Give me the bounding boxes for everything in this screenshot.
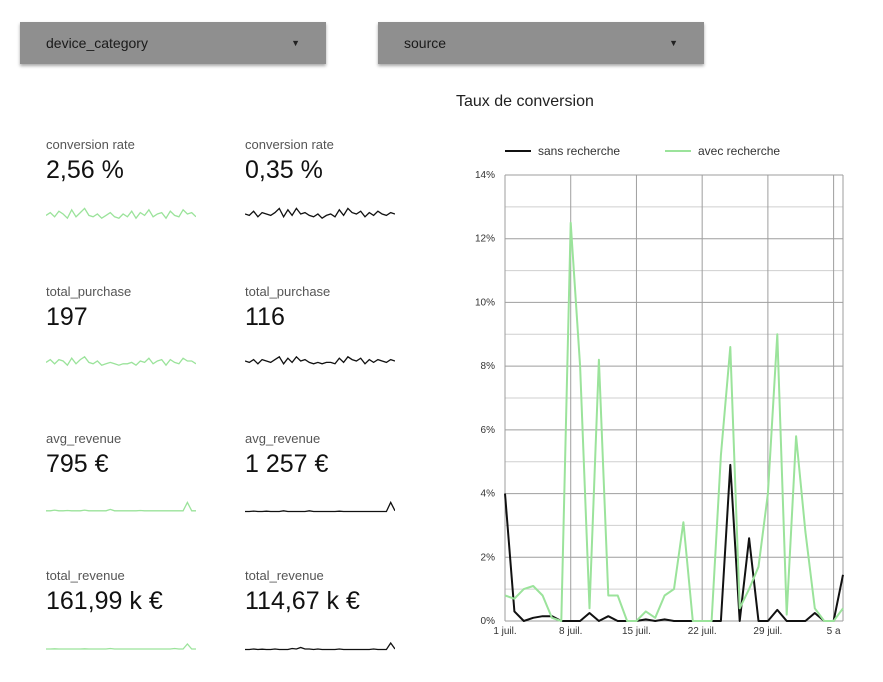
scorecard-label: conversion rate (46, 137, 135, 152)
scorecard-value: 0,35 % (245, 156, 323, 184)
scorecard-value: 116 (245, 303, 285, 331)
y-tick-label: 12% (475, 234, 495, 245)
sparkline-line (245, 641, 395, 651)
scorecard-value: 2,56 % (46, 156, 124, 184)
conversion-line-chart: 0% 2% 4% 6% 8% 10% 12% 14% 1 juil. 8 juil. 15 juil… (475, 144, 844, 637)
x-tick-label: 29 juil. (753, 626, 782, 637)
scorecard-label: conversion rate (245, 137, 334, 152)
scorecard-value: 114,67 k € (245, 587, 360, 615)
scorecard-label: total_purchase (46, 284, 132, 299)
sparkline-chart (46, 643, 196, 650)
y-tick-label: 2% (481, 552, 496, 563)
sparkline-chart (245, 641, 395, 651)
y-tick-label: 14% (475, 170, 495, 181)
scorecard-avg-revenue-b: avg_revenue 1 257 € (245, 431, 415, 513)
sparkline-line (46, 643, 196, 650)
x-tick-label: 1 juil. (493, 626, 516, 637)
y-tick-label: 4% (481, 489, 496, 500)
x-tick-label: 8 juil. (559, 626, 582, 637)
scorecard-label: total_revenue (245, 568, 324, 583)
x-tick-label: 15 juil. (622, 626, 651, 637)
device-category-label: device_category (46, 35, 148, 51)
x-tick-label: 22 juil. (688, 626, 717, 637)
caret-down-icon: ▼ (669, 38, 678, 48)
scorecard-label: total_purchase (245, 284, 331, 299)
scorecard-label: avg_revenue (46, 431, 122, 446)
scorecard-total-revenue-a: total_revenue 161,99 k € (46, 568, 216, 650)
source-dropdown[interactable]: source ▼ (378, 22, 704, 64)
scorecard-value: 197 (46, 303, 88, 331)
chart-legend: sans recherche avec recherche (505, 144, 780, 158)
scorecard-label: avg_revenue (245, 431, 321, 446)
sparkline-chart (245, 500, 395, 513)
scorecard-total-revenue-b: total_revenue 114,67 k € (245, 568, 415, 651)
scorecard-avg-revenue-a: avg_revenue 795 € (46, 431, 216, 512)
scorecard-value: 1 257 € (245, 450, 329, 478)
y-tick-label: 0% (481, 616, 496, 627)
scorecard-value: 161,99 k € (46, 587, 163, 615)
sparkline-chart (46, 207, 196, 220)
scorecard-value: 795 € (46, 450, 109, 478)
source-label: source (404, 35, 447, 51)
series-line-sans-recherche (504, 463, 844, 622)
y-tick-label: 6% (481, 425, 496, 436)
sparkline-chart (245, 207, 395, 220)
sparkline-chart (46, 500, 196, 512)
chart-title: Taux de conversion (456, 93, 594, 110)
series-line-avec-recherche (504, 221, 844, 622)
sparkline-line (46, 500, 196, 512)
sparkline-line (245, 355, 395, 365)
sparkline-line (245, 500, 395, 513)
y-tick-label: 8% (481, 361, 496, 372)
sparkline-line (245, 207, 395, 220)
scorecard-total-purchase-a: total_purchase 197 (46, 284, 216, 367)
y-tick-label: 10% (475, 297, 495, 308)
caret-down-icon: ▼ (291, 38, 300, 48)
sparkline-chart (46, 355, 196, 367)
x-tick-label: 5 a (827, 626, 841, 637)
sparkline-line (46, 207, 196, 220)
sparkline-chart (245, 355, 395, 365)
scorecard-label: total_revenue (46, 568, 125, 583)
chart-grid (504, 174, 844, 622)
scorecard-conversion-rate-b: conversion rate 0,35 % (245, 137, 415, 220)
legend-label: sans recherche (538, 144, 620, 158)
sparkline-line (46, 355, 196, 367)
scorecard-conversion-rate-a: conversion rate 2,56 % (46, 137, 216, 220)
legend-label: avec recherche (698, 144, 780, 158)
device-category-dropdown[interactable]: device_category ▼ (20, 22, 326, 64)
scorecard-total-purchase-b: total_purchase 116 (245, 284, 415, 365)
